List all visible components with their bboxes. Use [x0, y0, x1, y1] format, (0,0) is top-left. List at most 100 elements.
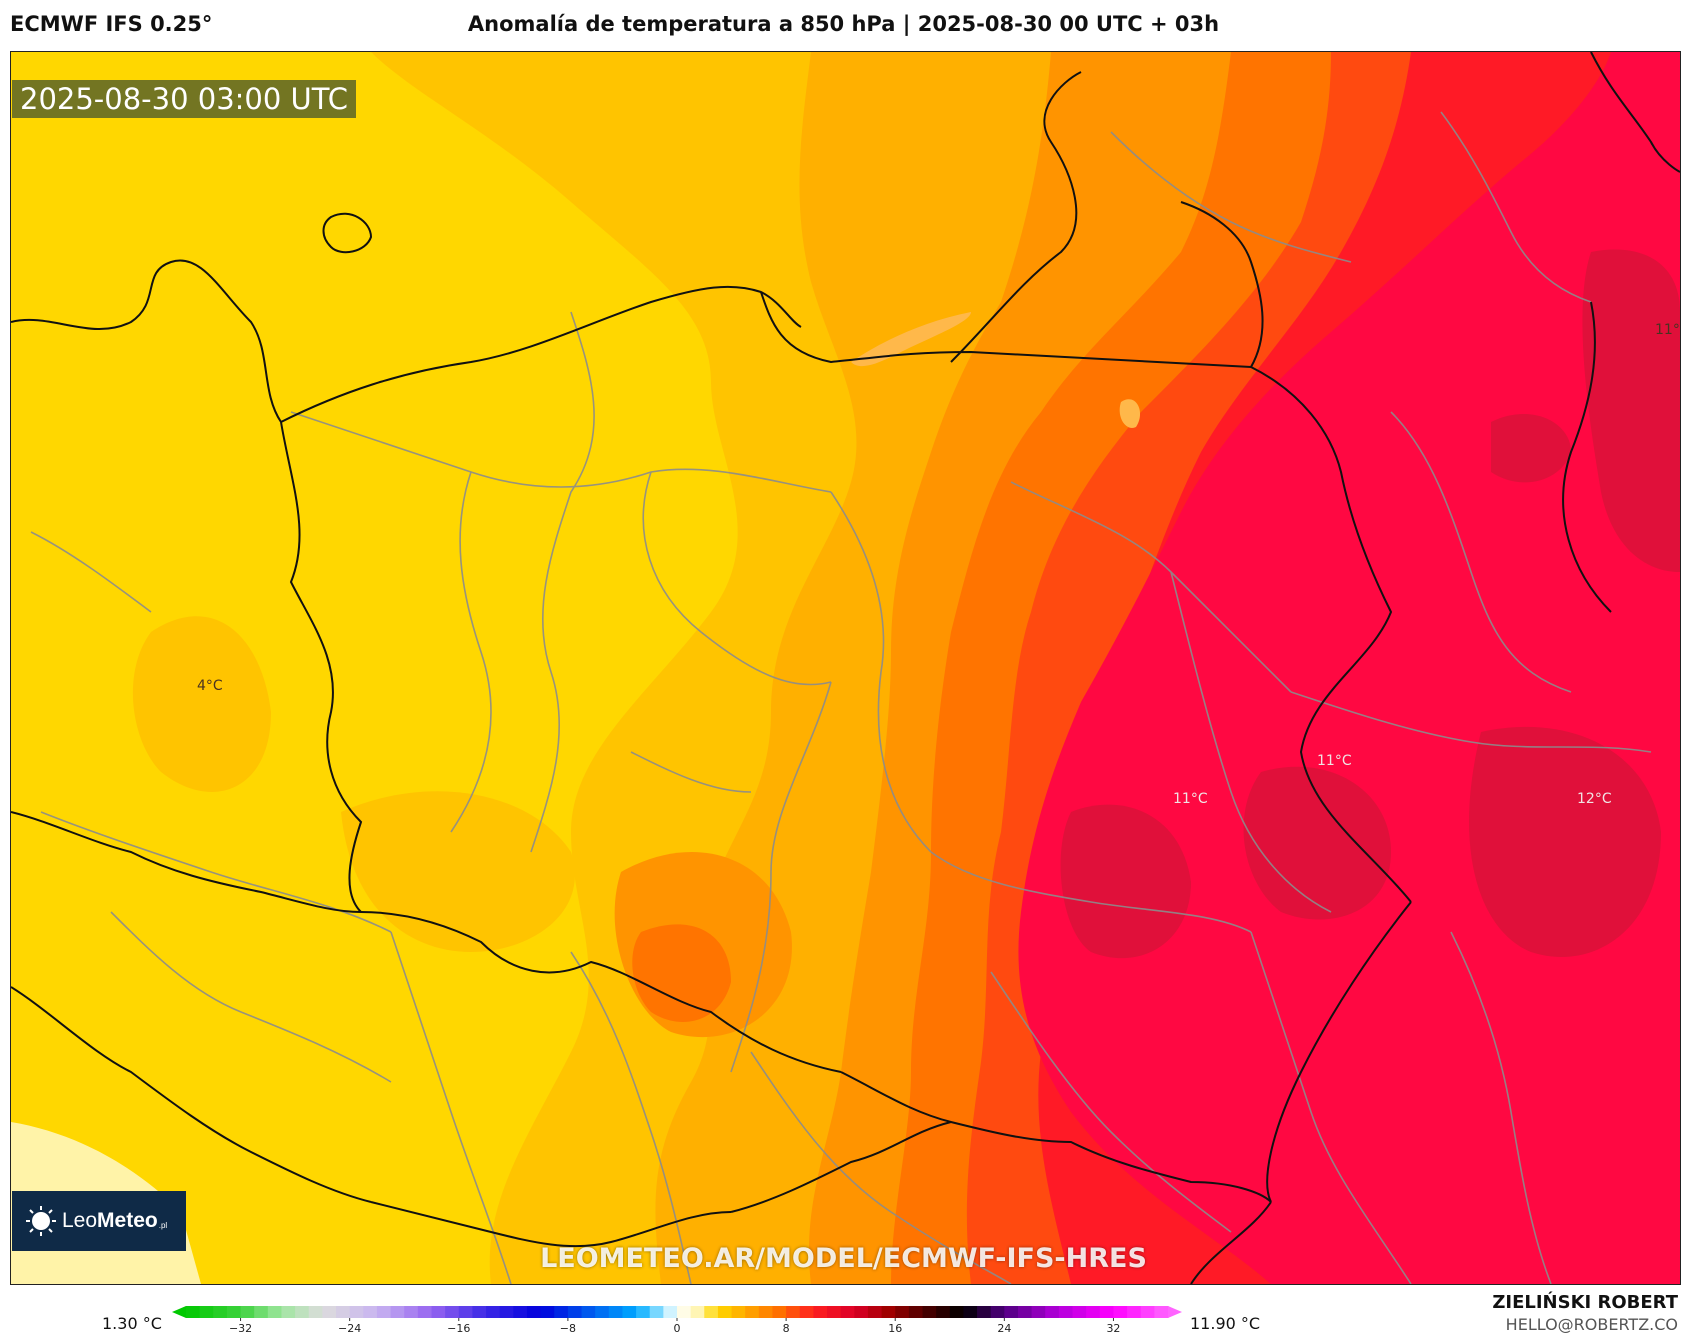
colorbar-cell — [758, 1306, 774, 1318]
band-dark-orange-south — [632, 924, 731, 1022]
colorbar-low-arrow — [172, 1306, 186, 1318]
colorbar-cell — [895, 1306, 910, 1318]
colorbar-cell — [1031, 1306, 1046, 1318]
colorbar-cell — [908, 1306, 924, 1318]
colorbar-cell — [854, 1306, 869, 1318]
colorbar-cell — [349, 1306, 364, 1318]
colorbar-cell — [663, 1306, 678, 1318]
colorbar-cell — [458, 1306, 474, 1318]
colorbar-cell — [1086, 1306, 1101, 1318]
band-dark-crimson-3 — [1469, 726, 1661, 957]
colorbar-max-label: 11.90 °C — [1190, 1314, 1261, 1333]
colorbar-tick-label: −32 — [229, 1322, 252, 1334]
colorbar-cell — [731, 1306, 746, 1318]
colorbar-min-label: 1.30 °C — [102, 1314, 162, 1333]
band-crimson — [1018, 52, 1680, 1284]
lagoon-patch — [851, 312, 971, 367]
sun-icon — [26, 1206, 56, 1236]
map-title: Anomalía de temperatura a 850 hPa | 2025… — [467, 12, 1220, 36]
colorbar-cell — [1058, 1306, 1074, 1318]
band-dark-crimson-4 — [1582, 249, 1680, 572]
leometeo-logo[interactable]: LeoMeteo .pl — [12, 1191, 186, 1251]
colorbar: −32 −24 −16 −8 0 8 16 24 32 — [172, 1306, 1182, 1334]
colorbar-cell — [1017, 1306, 1033, 1318]
colorbar-cell — [186, 1306, 201, 1318]
source-watermark: LEOMETEO.AR/MODEL/ECMWF-IFS-HRES — [540, 1243, 1147, 1274]
colorbar-cell — [772, 1306, 787, 1318]
colorbar-cell — [649, 1306, 664, 1318]
band-dark-crimson-2 — [1243, 766, 1391, 920]
colorbar-cell — [867, 1306, 883, 1318]
contour-label: 4°C — [197, 678, 223, 694]
band-dark-crimson-5 — [1491, 413, 1571, 483]
valid-time-badge: 2025-08-30 03:00 UTC — [12, 80, 357, 118]
colorbar-cell — [404, 1306, 419, 1318]
colorbar-cell — [881, 1306, 896, 1318]
colorbar-high-arrow — [1168, 1306, 1182, 1318]
colorbar-cell — [240, 1306, 255, 1318]
colorbar-cell — [1004, 1306, 1019, 1318]
colorbar-cell — [213, 1306, 228, 1318]
colorbar-cell — [322, 1306, 337, 1318]
colorbar-cell — [390, 1306, 405, 1318]
country-borders — [11, 52, 1680, 1284]
colorbar-cell — [1045, 1306, 1060, 1318]
colorbar-cell — [717, 1306, 733, 1318]
colorbar-tick-label: 0 — [674, 1322, 681, 1334]
logo-tld: .pl — [158, 1220, 168, 1230]
band-dark-crimson-1 — [1060, 804, 1191, 959]
author-name: ZIELIŃSKI ROBERT — [1492, 1292, 1678, 1313]
colorbar-cell — [704, 1306, 719, 1318]
colorbar-cell — [417, 1306, 433, 1318]
colorbar-cell — [226, 1306, 242, 1318]
colorbar-cell — [827, 1306, 842, 1318]
lake-patch — [1119, 399, 1141, 428]
colorbar-cell — [295, 1306, 310, 1318]
colorbar-cell — [431, 1306, 446, 1318]
model-name: ECMWF IFS 0.25° — [10, 12, 213, 36]
colorbar-cell — [526, 1306, 542, 1318]
colorbar-cell — [990, 1306, 1005, 1318]
temperature-anomaly-map: 4°C 11°C 11°C 11°C 12°C — [11, 52, 1680, 1284]
colorbar-cell — [472, 1306, 487, 1318]
colorbar-cell — [677, 1306, 692, 1318]
contour-label: 11°C — [1173, 791, 1208, 807]
lake-outline — [322, 212, 373, 254]
map-area[interactable]: 4°C 11°C 11°C 11°C 12°C — [10, 51, 1681, 1285]
colorbar-cell — [254, 1306, 269, 1318]
band-gold-south — [341, 791, 575, 952]
colorbar-tick-label: 24 — [997, 1322, 1011, 1334]
colorbar-cell — [1099, 1306, 1115, 1318]
colorbar-cell — [1154, 1306, 1169, 1318]
contour-label: 11°C — [1655, 322, 1680, 338]
colorbar-cell — [636, 1306, 651, 1318]
colorbar-cell — [799, 1306, 814, 1318]
colorbar-cell — [267, 1306, 283, 1318]
colorbar-cell — [1072, 1306, 1087, 1318]
colorbar-cell — [581, 1306, 596, 1318]
colorbar-cell — [199, 1306, 214, 1318]
colorbar-cell — [281, 1306, 296, 1318]
logo-text: LeoMeteo — [62, 1209, 158, 1232]
colorbar-cell — [567, 1306, 583, 1318]
colorbar-tick-label: 16 — [888, 1322, 902, 1334]
colorbar-cell — [745, 1306, 760, 1318]
colorbar-cell — [336, 1306, 351, 1318]
colorbar-tick-label: 8 — [783, 1322, 790, 1334]
colorbar-cell — [963, 1306, 978, 1318]
colorbar-cell — [622, 1306, 637, 1318]
colorbar-cell — [308, 1306, 323, 1318]
colorbar-cell — [1127, 1306, 1142, 1318]
author-email: HELLO@ROBERTZ.CO — [1505, 1315, 1678, 1334]
colorbar-cell — [1140, 1306, 1155, 1318]
colorbar-tick-label: −24 — [338, 1322, 361, 1334]
colorbar-cell — [949, 1306, 965, 1318]
colorbar-cell — [445, 1306, 460, 1318]
colorbar-cell — [977, 1306, 992, 1318]
colorbar-cell — [1113, 1306, 1128, 1318]
colorbar-cell — [595, 1306, 610, 1318]
colorbar-tick-label: −16 — [447, 1322, 470, 1334]
colorbar-tick-label: −8 — [560, 1322, 576, 1334]
colorbar-cell — [376, 1306, 392, 1318]
band-gold-west — [132, 616, 271, 792]
